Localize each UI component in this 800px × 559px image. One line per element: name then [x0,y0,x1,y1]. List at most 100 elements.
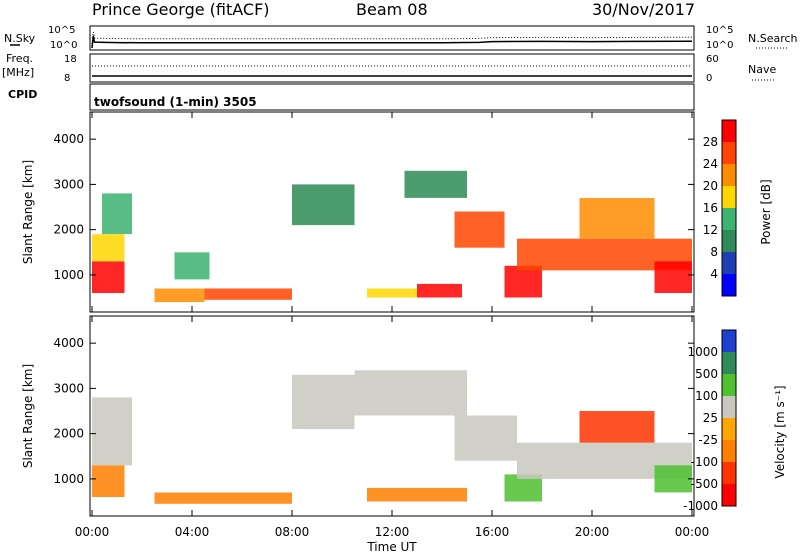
colorbar-swatch [722,374,736,396]
noise-left-tick-top: 10^5 [48,25,75,36]
heatmap-cell [154,288,205,303]
velocity-colorbar: 1000 500 100 25 -25 -100 -500 -1000 [683,329,737,513]
x-tick-label: 00:00 [75,525,110,539]
y-tick-label: 2000 [53,223,84,237]
nave-tick-bottom: 0 [706,73,712,84]
colorbar-swatch [722,396,736,418]
heatmap-cell [367,487,467,502]
colorbar-tick-label: 8 [710,245,718,259]
heatmap-cell [292,374,355,430]
nave-label: Nave [748,63,776,76]
heatmap-cell [579,198,655,239]
noise-search-line [91,31,693,45]
date-label: 30/Nov/2017 [592,0,695,19]
noise-sky-line [91,35,693,49]
colorbar-tick-label: -25 [698,433,718,447]
colorbar-swatch [722,142,736,164]
cpid-program: twofsound (1-min) 3505 [94,95,257,109]
heatmap-cell [654,261,692,293]
velocity-ylabel: Slant Range [km] [21,364,35,468]
colorbar-frame [721,329,737,507]
colorbar-swatch [722,230,736,252]
colorbar-tick-label: 16 [703,201,718,215]
x-tick-label: 20:00 [575,525,610,539]
colorbar-swatch [722,274,736,296]
colorbar-swatch [722,462,736,484]
y-tick-label: 2000 [53,427,84,441]
colorbar-swatch [722,440,736,462]
colorbar-tick-label: 20 [703,179,718,193]
station-title: Prince George (fitACF) [92,0,270,19]
heatmap-cell [102,193,132,235]
colorbar-swatch [722,186,736,208]
colorbar-tick-label: -100 [691,455,718,469]
power-heatmap [92,170,692,303]
noise-left-tick-bottom: 10^0 [50,40,77,51]
x-tick-label: 12:00 [375,525,410,539]
heatmap-cell [92,234,125,262]
y-tick-label: 1000 [53,268,84,282]
noise-panel-frame [89,25,695,51]
heatmap-cell [417,283,462,298]
heatmap-cell [367,288,417,298]
colorbar-swatch [722,120,736,142]
colorbar-tick-label: -1000 [683,499,718,513]
freq-label-top: Freq. [6,52,33,65]
y-tick-label: 3000 [53,177,84,191]
heatmap-cell [454,415,517,461]
power-colorbar: 28 24 20 16 12 8 4 [703,119,737,297]
freq-tick-bottom: 8 [64,73,70,84]
colorbar-tick-label: 1000 [687,345,718,359]
y-tick-label: 1000 [53,472,84,486]
heatmap-cell [174,252,210,280]
colorbar-swatch [722,208,736,230]
noise-left-label: N.Sky [4,32,36,45]
heatmap-cell [204,288,292,300]
colorbar-swatch [722,352,736,374]
x-tick-label: 04:00 [175,525,210,539]
noise-series [91,31,693,49]
heatmap-cell [92,397,132,466]
freq-label-unit: [MHz] [2,66,34,79]
colorbar-swatch [722,484,736,506]
x-tick-label: 16:00 [475,525,510,539]
x-tick-label: 08:00 [275,525,310,539]
beam-label: Beam 08 [356,0,428,19]
nave-tick-top: 60 [706,54,719,65]
noise-right-tick-bottom: 10^0 [706,40,733,51]
noise-right-tick-top: 10^5 [706,25,733,36]
power-colorbar-label: Power [dB] [759,179,773,244]
power-ylabel: Slant Range [km] [21,160,35,264]
colorbar-tick-label: 28 [703,135,718,149]
x-tick-label: 00:00 [675,525,710,539]
heatmap-cell [154,492,292,504]
heatmap-cell [579,411,655,443]
y-tick-label: 4000 [53,132,84,146]
cpid-label: CPID [8,88,37,101]
colorbar-tick-label: 25 [703,411,718,425]
colorbar-swatch [722,164,736,186]
heatmap-cell [504,265,542,298]
heatmap-cell [92,261,125,293]
heatmap-cell [504,474,542,502]
velocity-colorbar-label: Velocity [m s⁻¹] [773,385,787,478]
colorbar-tick-label: 12 [703,223,718,237]
colorbar-frame [721,119,737,297]
y-tick-label: 3000 [53,381,84,395]
heatmap-cell [404,170,467,198]
noise-right-label: N.Search [748,32,798,45]
colorbar-swatch [722,252,736,274]
xaxis-label: Time UT [366,540,417,554]
colorbar-tick-label: -500 [691,477,718,491]
velocity-heatmap [92,370,692,504]
heatmap-cell [292,184,355,226]
colorbar-tick-label: 100 [695,389,718,403]
colorbar-tick-label: 24 [703,157,718,171]
y-tick-label: 4000 [53,336,84,350]
colorbar-swatch [722,330,736,352]
heatmap-cell [92,465,125,497]
colorbar-swatch [722,418,736,440]
cpid-panel-frame [89,83,695,111]
